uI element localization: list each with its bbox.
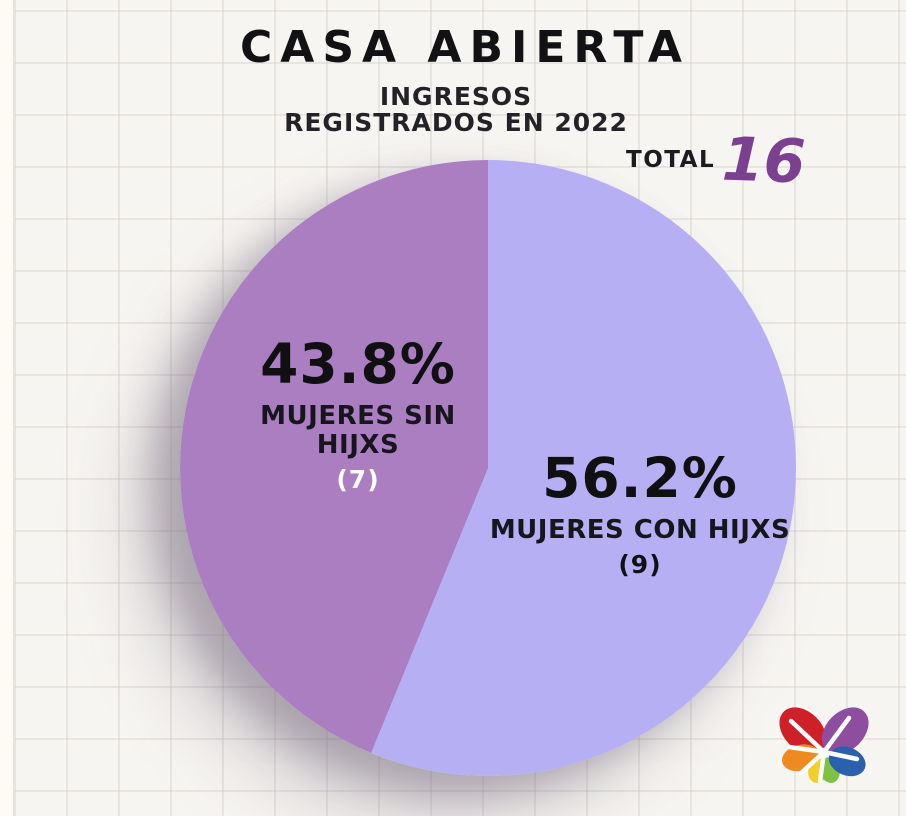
butterfly-logo xyxy=(779,707,869,784)
slice-label-mujeres-sin-hijxs: 43.8% MUJERES SIN HIJXS (7) xyxy=(212,332,504,494)
slice-label-mujeres-con-hijxs: 56.2% MUJERES CON HIJXS (9) xyxy=(452,446,828,579)
slice-name: MUJERES SIN HIJXS xyxy=(260,400,456,460)
slice-percent: 56.2% xyxy=(542,446,738,510)
slice-name: MUJERES CON HIJXS xyxy=(489,514,791,545)
slice-count: (7) xyxy=(336,464,380,494)
slice-count: (9) xyxy=(618,549,662,579)
page-left-edge xyxy=(0,0,15,816)
slice-percent: 43.8% xyxy=(260,332,456,396)
subtitle-line-2: REGISTRADOS EN 2022 xyxy=(284,108,628,137)
subtitle-line-1: INGRESOS xyxy=(379,82,533,111)
butterfly-rays xyxy=(786,715,860,784)
page-title: CASA ABIERTA xyxy=(240,22,690,73)
total-value: 16 xyxy=(720,124,807,198)
page-subtitle: INGRESOS REGISTRADOS EN 2022 xyxy=(0,84,906,136)
pie-chart xyxy=(180,160,796,776)
total-label: TOTAL xyxy=(626,147,716,173)
